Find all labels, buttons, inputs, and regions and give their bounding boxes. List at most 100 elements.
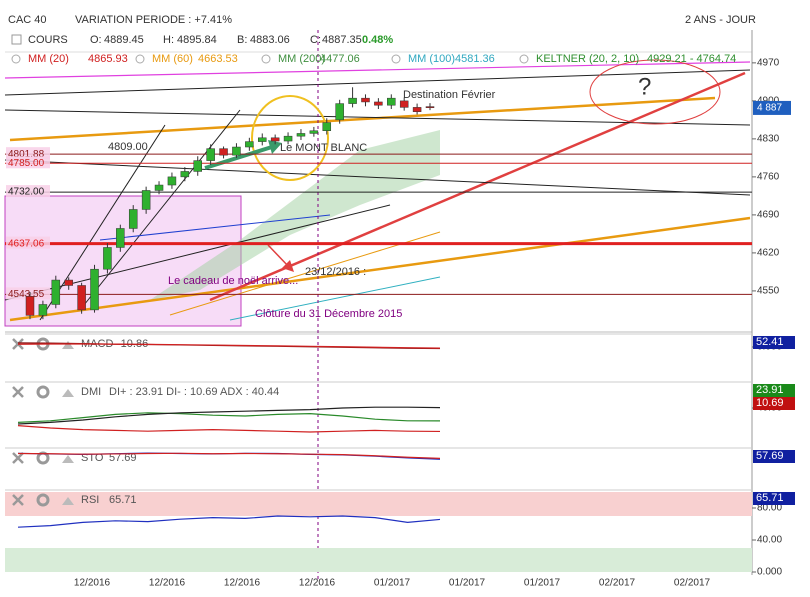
value-badge: [753, 492, 795, 505]
candle-body: [206, 148, 215, 161]
candle-body: [387, 97, 396, 106]
candle-body: [399, 100, 409, 108]
level-label-bg: [6, 236, 50, 249]
trendline: [9, 216, 751, 322]
close-icon[interactable]: [12, 452, 24, 464]
candle-body: [232, 146, 241, 156]
move-icon[interactable]: [62, 389, 74, 397]
y-tick-label: 4550: [757, 286, 780, 297]
panel-value: DI+ : 23.91 DI- : 10.69 ADX : 40.44: [109, 386, 279, 398]
settings-icon[interactable]: [36, 451, 50, 465]
panel-value: 57.69: [109, 452, 137, 464]
level-label: 4732.00: [8, 187, 45, 198]
indicator-icon[interactable]: [11, 54, 21, 64]
candle-body: [258, 137, 267, 142]
annotation: Le cadeau de noël arrive...: [168, 275, 298, 287]
move-icon[interactable]: [62, 497, 74, 505]
level-label-bg: [6, 156, 50, 169]
indicator-line: [17, 452, 441, 459]
candle-body: [154, 184, 164, 191]
indicator-line: [17, 412, 441, 423]
level-label: 4637.06: [8, 238, 45, 249]
value-badge: [753, 384, 795, 397]
candle-body: [270, 137, 280, 142]
indicator-name: MM (100): [408, 53, 455, 65]
value-badge-label: 52.41: [756, 336, 784, 348]
quote-value: 4883.06: [250, 34, 290, 46]
level-label-bg: [6, 185, 50, 198]
keltner-band: [150, 130, 440, 300]
x-tick-label: 01/2017: [374, 578, 411, 589]
quote-label: B:: [237, 34, 247, 46]
quote-title: COURS: [28, 34, 68, 46]
candle-body: [245, 141, 254, 148]
candle-body: [128, 209, 138, 229]
icon[interactable]: [11, 34, 22, 45]
quote-change: 0.48%: [362, 34, 393, 46]
candle-body: [361, 97, 370, 103]
x-tick-label: 12/2016: [74, 578, 111, 589]
oversold-zone: [5, 548, 752, 572]
candle-body: [374, 101, 383, 106]
period[interactable]: 2 ANS - JOUR: [685, 14, 756, 26]
level-label: 4543.55: [8, 289, 45, 300]
arrow: [204, 144, 276, 170]
variation: VARIATION PERIODE : +7.41%: [75, 14, 232, 26]
ma-line: [169, 231, 441, 316]
move-icon[interactable]: [62, 455, 74, 463]
y-tick-label: 4970: [757, 58, 780, 69]
indicator-icon[interactable]: [519, 54, 529, 64]
x-tick-label: 01/2017: [524, 578, 561, 589]
value-badge: [753, 336, 795, 349]
candle-body: [180, 171, 190, 178]
indicator-icon[interactable]: [135, 54, 145, 64]
settings-icon[interactable]: [36, 385, 50, 399]
candle-body: [309, 130, 319, 134]
trendline: [9, 96, 716, 142]
panel-value: 65.71: [109, 494, 137, 506]
move-icon[interactable]: [62, 341, 74, 349]
annotation: 23/12/2016 :: [305, 266, 366, 278]
trendline: [4, 69, 751, 96]
candle-body: [51, 279, 61, 305]
value-badge-label: 57.69: [756, 450, 784, 462]
quote-value: 4895.84: [177, 34, 217, 46]
y-tick-label: 4760: [757, 172, 780, 183]
trendline: [4, 61, 751, 79]
candle-body: [425, 106, 435, 108]
annotation: 4809.00: [108, 141, 148, 153]
value-badge-label: 23.91: [756, 384, 784, 396]
trendline: [79, 109, 241, 311]
y-tick-label: 4830: [757, 134, 780, 145]
close-icon[interactable]: [12, 386, 24, 398]
candle-body: [116, 228, 125, 248]
trendline: [99, 214, 331, 241]
candle-body: [167, 176, 177, 186]
x-tick-label: 01/2017: [449, 578, 486, 589]
indicator-icon[interactable]: [261, 54, 271, 64]
quote-label: C:: [310, 34, 321, 46]
trendline: [4, 109, 751, 126]
indicator-icon[interactable]: [391, 54, 401, 64]
overbought-zone: [5, 492, 752, 516]
value-badge: [753, 450, 795, 463]
indicator-line: [17, 515, 441, 528]
settings-icon[interactable]: [36, 493, 50, 507]
annotation: Le MONT BLANC: [280, 142, 367, 154]
x-tick-label: 02/2017: [599, 578, 636, 589]
level-label: 4785.00: [8, 158, 45, 169]
candle-body: [348, 97, 357, 104]
price-badge: [753, 100, 791, 115]
panel-name: DMI: [81, 386, 101, 398]
indicator-name: MM (20): [28, 53, 69, 65]
arrow-head: [282, 260, 294, 272]
close-icon[interactable]: [12, 494, 24, 506]
candle-body: [335, 103, 344, 121]
candle-body: [141, 190, 151, 210]
trendline: [209, 71, 746, 302]
annotation: ?: [638, 73, 651, 100]
indicator-value: 4929.21 - 4764.74: [647, 53, 736, 65]
y-tick-label: 4620: [757, 248, 780, 259]
y-tick-label: 0.000: [757, 567, 782, 578]
indicator-name: MM (60): [152, 53, 193, 65]
